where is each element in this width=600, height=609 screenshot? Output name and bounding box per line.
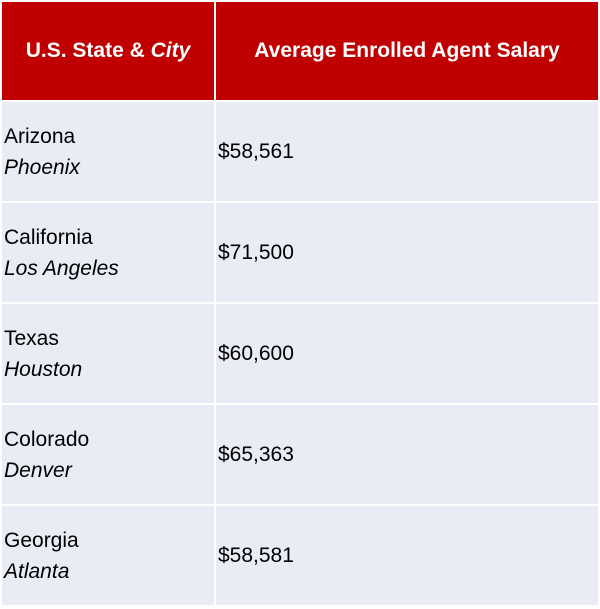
state: Georgia — [4, 528, 79, 552]
header-italic: City — [150, 39, 191, 62]
state: Arizona — [4, 124, 76, 148]
salary-cell: $58,561 — [216, 102, 598, 201]
salary: $65,363 — [218, 443, 294, 466]
salary: $60,600 — [218, 342, 294, 365]
city: Phoenix — [4, 155, 80, 179]
state: California — [4, 225, 93, 249]
city: Los Angeles — [4, 256, 119, 280]
location-cell: Colorado Denver — [2, 405, 214, 504]
salary-cell: $60,600 — [216, 304, 598, 403]
location-cell: California Los Angeles — [2, 203, 214, 302]
header-cell: Average Enrolled Agent Salary — [216, 2, 598, 100]
state: Texas — [4, 326, 59, 350]
header-text: U.S. State & — [25, 39, 151, 62]
location-cell: Georgia Atlanta — [2, 506, 214, 605]
location-cell: Texas Houston — [2, 304, 214, 403]
salary-cell: $71,500 — [216, 203, 598, 302]
salary: $58,581 — [218, 544, 294, 567]
header-text: Average Enrolled Agent Salary — [254, 39, 560, 62]
salary: $71,500 — [218, 241, 294, 264]
city: Houston — [4, 357, 83, 381]
salary-cell: $65,363 — [216, 405, 598, 504]
location-cell: Arizona Phoenix — [2, 102, 214, 201]
salary-cell: $58,581 — [216, 506, 598, 605]
city: Atlanta — [4, 559, 70, 583]
header-cell: U.S. State & City — [2, 2, 214, 100]
salary: $58,561 — [218, 140, 294, 163]
city: Denver — [4, 458, 72, 482]
state: Colorado — [4, 427, 90, 451]
